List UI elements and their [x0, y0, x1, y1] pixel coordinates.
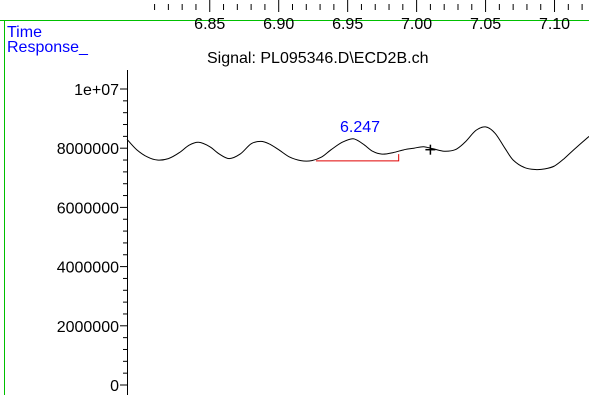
y-tick-label: 1e+07 — [74, 82, 119, 99]
x-tick-label: 7.10 — [539, 16, 570, 33]
y-axis-label: Response_ — [7, 39, 89, 56]
x-tick-label: 6.90 — [263, 16, 294, 33]
peak-label: 6.247 — [340, 119, 380, 136]
signal-trace — [126, 126, 589, 171]
y-axis: 0 2000000 4000000 6000000 8000000 1e+07 — [57, 70, 128, 395]
chart-title: Signal: PL095346.D\ECD2B.ch — [207, 50, 428, 67]
x-tick-label: 6.95 — [332, 16, 363, 33]
x-axis: 6.85 6.90 6.95 7.00 7.05 7.10 — [154, 0, 583, 33]
peak-baseline — [315, 154, 400, 162]
x-tick-label: 7.00 — [401, 16, 432, 33]
y-tick-label: 4000000 — [57, 260, 119, 277]
y-tick-label: 6000000 — [57, 200, 119, 217]
x-tick-label: 6.85 — [194, 16, 225, 33]
crosshair-cursor-icon[interactable] — [425, 144, 436, 155]
y-tick-label: 2000000 — [57, 319, 119, 336]
y-tick-label: 0 — [110, 378, 119, 395]
y-tick-label: 8000000 — [57, 141, 119, 158]
x-tick-label: 7.05 — [470, 16, 501, 33]
x-axis-label: Time — [7, 24, 42, 41]
